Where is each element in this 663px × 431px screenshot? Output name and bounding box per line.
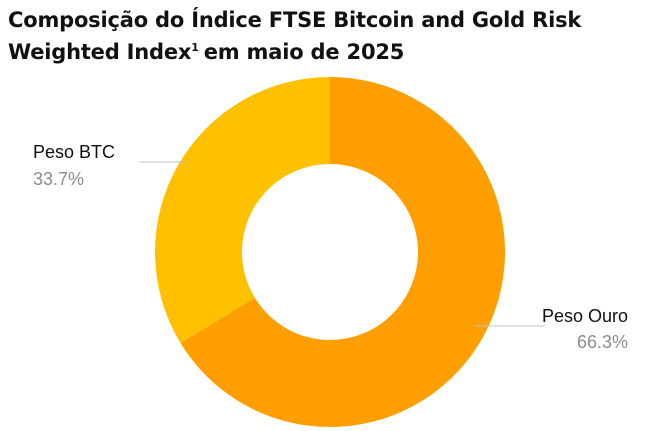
slice-label-peso-btc: Peso BTC xyxy=(33,142,115,162)
chart-title-suffix: em maio de 2025 xyxy=(203,40,405,64)
slice-value-peso-ouro: 66.3% xyxy=(577,332,628,352)
donut-labels: Peso Ouro 66.3% Peso BTC 33.7% xyxy=(33,142,628,352)
slice-value-peso-btc: 33.7% xyxy=(33,169,84,189)
slice-label-peso-ouro: Peso Ouro xyxy=(542,306,628,326)
chart-title-main: Composição do Índice FTSE Bitcoin and Go… xyxy=(8,8,582,64)
donut-slices xyxy=(154,77,505,427)
chart-title: Composição do Índice FTSE Bitcoin and Go… xyxy=(8,4,648,68)
donut-slice-peso-btc xyxy=(154,77,330,343)
chart-title-footnote: 1 xyxy=(191,41,199,54)
donut-slice-peso-ouro xyxy=(180,77,505,427)
